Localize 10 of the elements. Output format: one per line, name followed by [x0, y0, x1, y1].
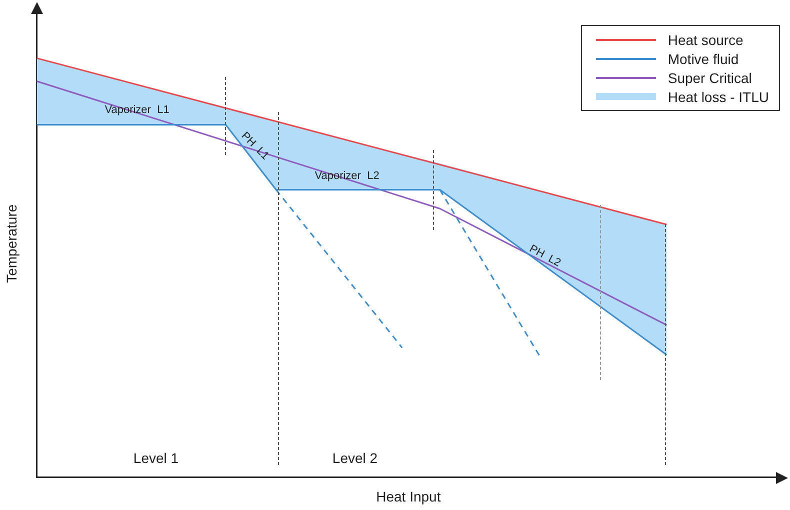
legend-label: Motive fluid	[668, 50, 739, 66]
annotation: Level 2	[332, 450, 378, 466]
legend-label: Heat source	[668, 32, 744, 48]
annotation: Level 1	[133, 450, 179, 466]
annotation: PH L2	[527, 242, 563, 270]
legend-label: Heat loss - ITLU	[668, 88, 769, 104]
annotation: PH L1	[238, 130, 272, 162]
y-axis-title: Temperature	[3, 204, 20, 283]
x-axis-title: Heat Input	[376, 488, 441, 504]
legend-label: Super Critical	[668, 70, 752, 86]
